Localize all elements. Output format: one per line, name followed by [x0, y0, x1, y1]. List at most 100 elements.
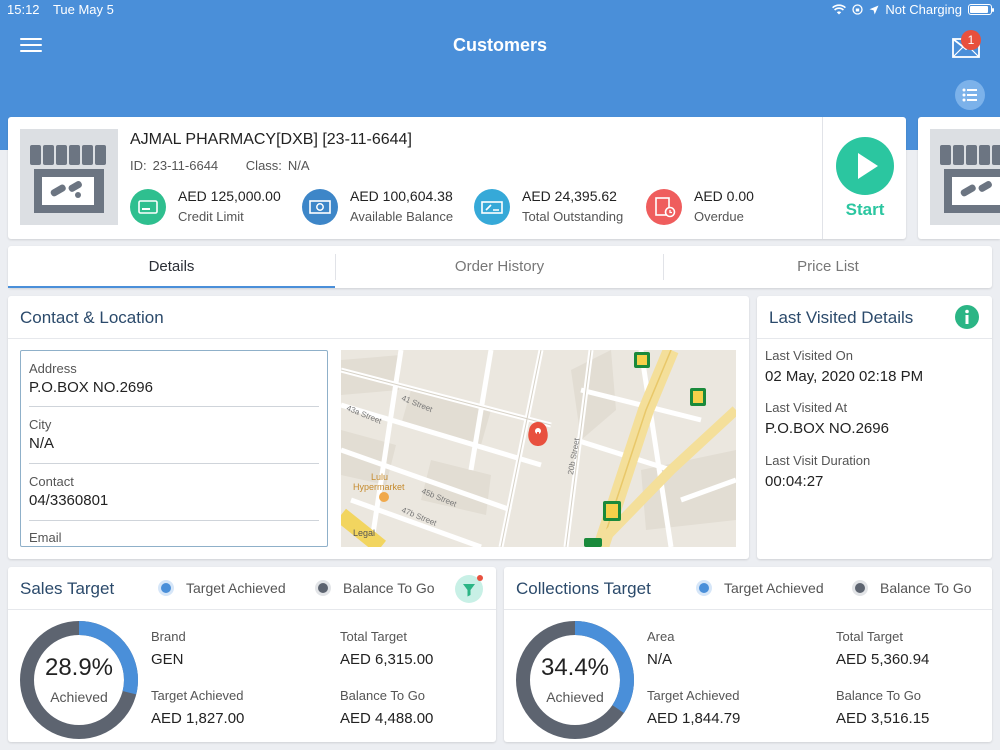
- divider: [757, 338, 992, 339]
- legend-label: Target Achieved: [186, 580, 286, 596]
- divider: [29, 463, 319, 464]
- next-customer-card[interactable]: [918, 117, 1000, 239]
- store-icon: [20, 129, 118, 225]
- overdue-invoice-icon: [646, 189, 682, 225]
- tab-details[interactable]: Details: [8, 246, 335, 288]
- legend-label: Balance To Go: [880, 580, 972, 596]
- legend-dot: [852, 580, 868, 596]
- brand-field: Brand GEN: [151, 629, 186, 668]
- field-label: City: [29, 417, 52, 432]
- field-value: GEN: [151, 651, 184, 668]
- start-visit-button[interactable]: Start: [822, 117, 906, 239]
- notification-badge: 1: [961, 30, 981, 50]
- legend-balance: Balance To Go: [852, 580, 972, 596]
- collections-donut-chart: [516, 621, 634, 739]
- customer-card[interactable]: AJMAL PHARMACY[DXB] [23-11-6644] ID: 23-1…: [8, 117, 906, 239]
- field-value: 02 May, 2020 02:18 PM: [765, 368, 924, 385]
- field-label: Contact: [29, 474, 74, 489]
- customer-meta: ID: 23-11-6644 Class: N/A: [130, 158, 334, 173]
- overdue-metric: AED 0.00 Overdue: [646, 186, 816, 228]
- map-canvas: Lulu Hypermarket 41 Street 43a Street 45…: [341, 350, 736, 547]
- contact-field: Contact 04/3360801: [29, 474, 319, 509]
- menu-button[interactable]: [20, 38, 42, 52]
- area-field: Area N/A: [647, 629, 674, 668]
- last-visited-at: Last Visited At P.O.BOX NO.2696: [765, 400, 889, 437]
- collections-target-panel: Collections Target Target Achieved Balan…: [504, 567, 992, 742]
- field-value: 00:04:27: [765, 473, 824, 490]
- target-achieved-field: Target Achieved AED 1,844.79: [647, 688, 740, 727]
- target-achieved-field: Target Achieved AED 1,827.00: [151, 688, 244, 727]
- location-map[interactable]: Lulu Hypermarket 41 Street 43a Street 45…: [341, 350, 736, 547]
- donut-label: Achieved: [50, 689, 108, 705]
- field-label: Target Achieved: [151, 688, 244, 703]
- battery-icon: [968, 4, 994, 15]
- wifi-icon: [832, 4, 847, 15]
- field-value: AED 5,360.94: [836, 651, 930, 668]
- sales-donut-chart: [20, 621, 138, 739]
- page-title: Customers: [452, 35, 548, 55]
- tab-divider: [335, 254, 336, 280]
- legend-dot: [315, 580, 331, 596]
- total-target-field: Total Target AED 6,315.00: [340, 629, 433, 668]
- legend-label: Target Achieved: [724, 580, 824, 596]
- cheque-icon: [474, 189, 510, 225]
- filter-icon: [463, 584, 475, 597]
- filter-button[interactable]: [455, 575, 483, 603]
- section-title: Sales Target: [20, 579, 115, 598]
- address-field: Address P.O.BOX NO.2696: [29, 361, 319, 396]
- contact-details-box[interactable]: Address P.O.BOX NO.2696 City N/A Contact…: [20, 350, 328, 547]
- donut-achieved: [20, 621, 138, 739]
- field-label: Brand: [151, 629, 186, 644]
- metric-label: Total Outstanding: [522, 209, 624, 224]
- donut-label: Achieved: [546, 689, 604, 705]
- tab-divider: [663, 254, 664, 280]
- city-field: City N/A: [29, 417, 319, 452]
- field-value: AED 1,827.00: [151, 710, 245, 727]
- field-label: Email: [29, 530, 62, 545]
- legend-achieved: Target Achieved: [696, 580, 824, 596]
- svg-text:Lulu: Lulu: [371, 472, 388, 482]
- customer-name: AJMAL PHARMACY[DXB] [23-11-6644]: [130, 131, 412, 148]
- metric-value: AED 24,395.62: [522, 188, 617, 204]
- field-label: Last Visit Duration: [765, 453, 871, 468]
- credit-limit-metric: AED 125,000.00 Credit Limit: [130, 186, 300, 228]
- field-label: Last Visited On: [765, 348, 853, 363]
- class-label: Class:: [245, 158, 282, 173]
- legend-dot: [696, 580, 712, 596]
- cash-icon: [302, 189, 338, 225]
- tab-price-list[interactable]: Price List: [797, 258, 859, 275]
- id-value: 23-11-6644: [152, 158, 219, 173]
- legend-dot: [158, 580, 174, 596]
- info-icon[interactable]: [955, 305, 979, 329]
- svg-text:Legal: Legal: [353, 528, 375, 538]
- field-value: N/A: [647, 651, 673, 668]
- legend-label: Balance To Go: [343, 580, 435, 596]
- divider: [29, 406, 319, 407]
- field-label: Balance To Go: [340, 688, 426, 703]
- total-target-field: Total Target AED 5,360.94: [836, 629, 929, 668]
- svg-text:Hypermarket: Hypermarket: [353, 482, 405, 492]
- field-value: AED 4,488.00: [340, 710, 434, 727]
- last-visited-on: Last Visited On 02 May, 2020 02:18 PM: [765, 348, 923, 385]
- donut-percent: 34.4%: [540, 654, 610, 681]
- battery-status: Not Charging: [885, 2, 962, 17]
- metric-value: AED 100,604.38: [350, 188, 453, 204]
- metric-value: AED 0.00: [694, 188, 754, 204]
- legend-balance: Balance To Go: [315, 580, 435, 596]
- sales-target-panel: Sales Target Target Achieved Balance To …: [8, 567, 496, 742]
- divider: [29, 520, 319, 521]
- field-label: Address: [29, 361, 77, 376]
- divider: [8, 338, 749, 339]
- play-icon: [836, 137, 894, 195]
- class-value: N/A: [287, 158, 310, 173]
- legend-achieved: Target Achieved: [158, 580, 286, 596]
- field-value: AED 3,516.15: [836, 710, 930, 727]
- field-value: AED 1,844.79: [647, 710, 741, 727]
- list-view-button[interactable]: [955, 80, 985, 110]
- divider: [504, 609, 992, 610]
- metric-label: Overdue: [694, 209, 744, 224]
- field-label: Last Visited At: [765, 400, 848, 415]
- last-visit-duration: Last Visit Duration 00:04:27: [765, 453, 870, 490]
- tab-order-history[interactable]: Order History: [454, 258, 545, 275]
- field-value: AED 6,315.00: [340, 651, 434, 668]
